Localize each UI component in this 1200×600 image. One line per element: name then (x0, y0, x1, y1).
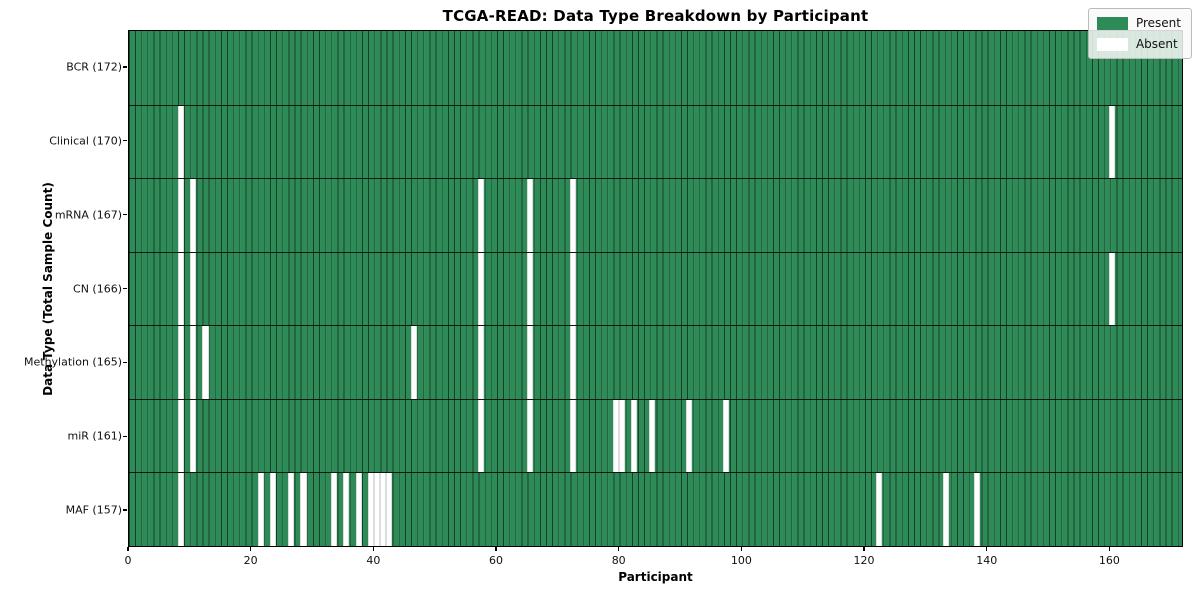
absent-cell-MAF-37 (355, 473, 362, 546)
legend-label-present: Present (1135, 16, 1181, 30)
absent-cell-mRNA-8 (177, 179, 185, 252)
absent-cell-Methylation-57 (477, 326, 485, 399)
absent-cell-mRNA-10 (190, 179, 197, 252)
absent-cell-MAF-122 (875, 473, 882, 546)
x-tick-0 (127, 547, 129, 551)
absent-cell-miR-57 (477, 399, 485, 473)
x-tick-label-160: 160 (1098, 554, 1120, 567)
absent-cell-mRNA-72 (569, 179, 576, 252)
y-tick-label-miR: miR (161) (67, 429, 123, 443)
x-tick-label-20: 20 (243, 554, 258, 567)
y-tick-label-BCR: BCR (172) (66, 60, 122, 74)
x-tick-label-0: 0 (124, 554, 132, 567)
absent-cell-Clinical-160 (1108, 105, 1115, 179)
x-axis-label: Participant (618, 570, 693, 584)
absent-cell-Methylation-12 (202, 326, 209, 399)
heatmap-row-Clinical (129, 104, 1182, 179)
legend-label-absent: Absent (1135, 37, 1178, 51)
absent-cell-miR-97 (722, 399, 729, 473)
absent-cell-CN-57 (477, 252, 485, 326)
absent-cell-MAF-138 (973, 473, 980, 546)
absent-cell-CN-72 (569, 252, 576, 326)
x-tick-label-120: 120 (853, 554, 875, 567)
absent-cell-MAF-42 (386, 473, 393, 546)
x-tick-100 (740, 547, 743, 551)
absent-cell-MAF-28 (300, 473, 307, 546)
legend-item-present: Present (1096, 16, 1181, 30)
y-tick-MAF (123, 509, 127, 511)
plot-area (128, 30, 1183, 547)
absent-cell-Methylation-46 (410, 326, 417, 399)
x-tick-label-40: 40 (366, 554, 381, 567)
heatmap-row-Methylation (129, 325, 1182, 399)
heatmap-row-MAF (129, 472, 1182, 546)
x-tick-80 (617, 547, 620, 551)
heatmap-row-miR (129, 398, 1182, 473)
x-tick-label-100: 100 (730, 554, 752, 567)
absent-cell-MAF-35 (343, 473, 350, 546)
x-tick-120 (863, 547, 865, 551)
heatmap-row-CN (129, 251, 1182, 326)
absent-cell-Methylation-8 (177, 326, 185, 399)
absent-cell-CN-65 (526, 252, 534, 326)
y-tick-label-CN: CN (166) (73, 282, 122, 295)
absent-cell-miR-82 (631, 399, 638, 473)
y-tick-label-Methylation: Methylation (165) (24, 355, 122, 369)
y-tick-label-mRNA: mRNA (167) (54, 208, 122, 222)
chart-title: TCGA-READ: Data Type Breakdown by Partic… (442, 7, 869, 25)
absent-cell-CN-8 (177, 252, 185, 326)
absent-cell-mRNA-65 (526, 179, 534, 252)
y-tick-miR (123, 435, 127, 437)
absent-cell-miR-10 (190, 399, 197, 473)
x-tick-160 (1108, 547, 1111, 551)
absent-cell-MAF-133 (943, 473, 950, 546)
legend-swatch-present-icon (1096, 16, 1128, 30)
absent-cell-miR-80 (618, 399, 625, 473)
absent-cell-CN-160 (1108, 252, 1115, 326)
y-tick-CN (123, 287, 127, 290)
absent-cell-miR-85 (649, 399, 656, 473)
y-tick-Clinical (123, 140, 127, 142)
heatmap-row-mRNA (129, 178, 1182, 252)
absent-cell-MAF-33 (331, 473, 338, 546)
y-tick-mRNA (123, 213, 127, 216)
absent-cell-MAF-40 (373, 473, 380, 546)
x-tick-label-140: 140 (976, 554, 998, 567)
x-tick-40 (372, 547, 375, 551)
absent-cell-miR-65 (526, 399, 534, 473)
absent-cell-miR-79 (612, 399, 619, 473)
x-tick-60 (495, 547, 497, 551)
absent-cell-Methylation-10 (190, 326, 197, 399)
absent-cell-MAF-21 (257, 473, 264, 546)
x-tick-label-60: 60 (489, 554, 504, 567)
x-tick-20 (249, 547, 252, 551)
absent-cell-MAF-23 (269, 473, 276, 546)
legend-swatch-absent-icon (1096, 37, 1128, 51)
absent-cell-MAF-8 (177, 473, 185, 546)
legend: Present Absent (1087, 8, 1192, 59)
y-tick-BCR (123, 66, 127, 68)
y-tick-label-Clinical: Clinical (170) (49, 134, 122, 148)
absent-cell-MAF-39 (367, 473, 374, 546)
absent-cell-CN-10 (190, 252, 197, 326)
y-tick-Methylation (123, 361, 127, 364)
absent-cell-MAF-41 (380, 473, 387, 546)
x-tick-label-80: 80 (611, 554, 626, 567)
x-tick-140 (986, 547, 988, 551)
legend-item-absent: Absent (1096, 37, 1181, 51)
absent-cell-mRNA-57 (477, 179, 485, 252)
absent-cell-miR-72 (569, 399, 576, 473)
absent-cell-Methylation-72 (569, 326, 576, 399)
absent-cell-Methylation-65 (526, 326, 534, 399)
absent-cell-Clinical-8 (177, 105, 185, 179)
absent-cell-miR-8 (177, 399, 185, 473)
absent-cell-miR-91 (686, 399, 693, 473)
y-tick-label-MAF: MAF (157) (65, 503, 122, 517)
absent-cell-MAF-26 (288, 473, 295, 546)
heatmap-row-BCR (129, 31, 1182, 105)
